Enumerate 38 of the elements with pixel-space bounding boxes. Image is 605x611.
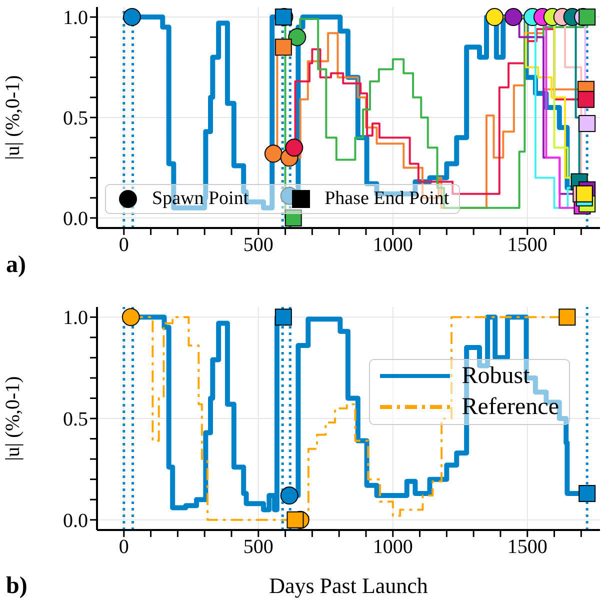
point (285, 138, 304, 157)
point (578, 115, 596, 132)
legend-label: Robust (462, 362, 530, 390)
x-tick-label: 1500 (507, 536, 548, 558)
x-tick-label: 500 (243, 536, 274, 558)
y-axis-title: |u| (%,0-1) (2, 75, 24, 160)
y-tick-label: 0.5 (63, 408, 88, 431)
series-label: Spawn Point (152, 188, 249, 210)
series-label: Phase End Point (324, 188, 450, 210)
y-tick-label: 1.0 (63, 7, 88, 30)
point (504, 8, 522, 26)
x-tick-label: 0 (118, 234, 129, 256)
x-tick-label: 1000 (372, 536, 413, 558)
x-tick-label: 1000 (372, 234, 413, 256)
y-axis-title: |u| (%,0-1) (2, 376, 24, 461)
point (284, 209, 302, 226)
point (274, 308, 292, 326)
y-tick-label: 0.0 (63, 510, 88, 532)
x-tick-label: 0 (118, 536, 129, 558)
point (286, 511, 304, 528)
text: a) (6, 252, 26, 279)
y-tick-label: 0.0 (63, 208, 88, 230)
x-tick-label: 1500 (507, 234, 548, 256)
point (486, 8, 504, 26)
point (576, 185, 593, 202)
point (578, 485, 596, 502)
legend-label: Reference (462, 394, 559, 420)
y-tick-label: 1.0 (63, 307, 88, 330)
x-tick-label: 500 (243, 234, 274, 256)
point (122, 308, 140, 326)
point (122, 8, 141, 26)
point (558, 308, 576, 326)
point (578, 90, 595, 108)
point (280, 486, 298, 505)
text: b) (6, 573, 28, 600)
point (578, 8, 596, 26)
x-axis-title: Days Past Launch (269, 573, 428, 598)
y-tick-label: 0.5 (63, 108, 88, 130)
